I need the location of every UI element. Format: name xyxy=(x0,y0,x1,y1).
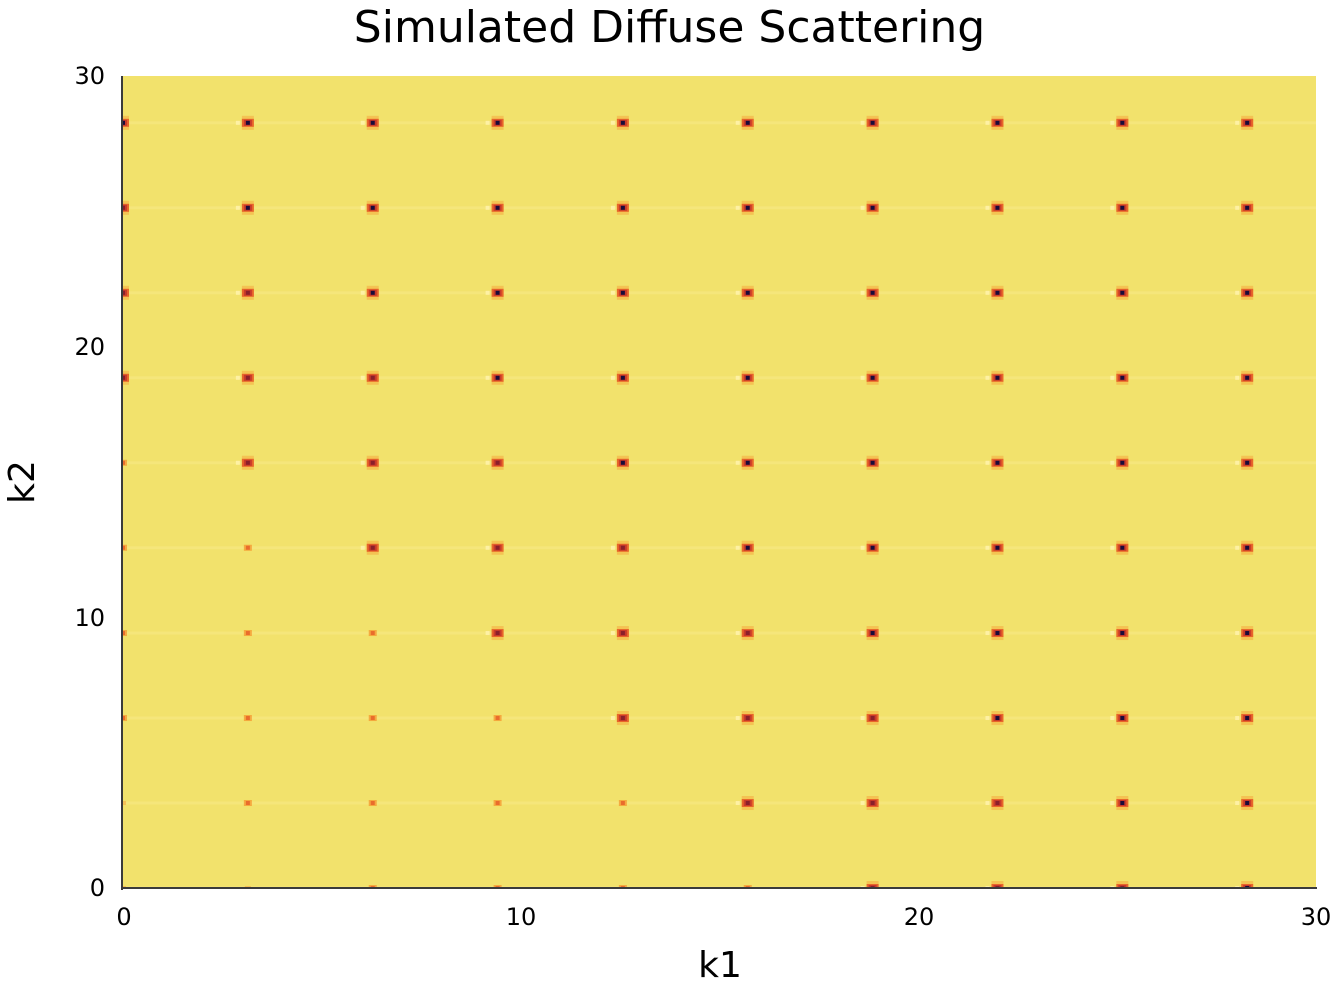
x-tick-0: 0 xyxy=(116,903,132,931)
y-tick-30: 30 xyxy=(74,62,105,90)
x-axis-line xyxy=(121,887,1317,889)
y-tick-20: 20 xyxy=(74,333,105,361)
x-axis-label: k1 xyxy=(698,945,742,986)
y-tick-0: 0 xyxy=(89,874,105,902)
heatmap-peaks xyxy=(123,115,1316,888)
heatmap-plot-area xyxy=(123,76,1316,888)
x-tick-20: 20 xyxy=(903,903,935,931)
x-tick-30: 30 xyxy=(1300,903,1332,931)
chart-title: Simulated Diffuse Scattering xyxy=(353,2,986,53)
y-axis-label: k2 xyxy=(2,460,43,504)
y-axis-line xyxy=(121,76,123,890)
y-tick-10: 10 xyxy=(74,604,105,632)
x-tick-10: 10 xyxy=(505,903,537,931)
